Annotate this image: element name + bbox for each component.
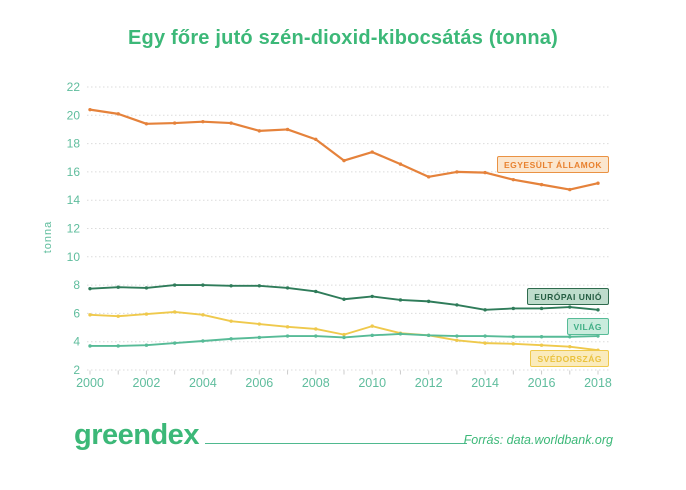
svg-text:2008: 2008 [302,376,330,390]
x-axis-ticks [89,370,599,375]
series-label-svedorszag: SVÉDORSZÁG [530,350,609,367]
svg-text:6: 6 [73,306,80,320]
series-1 [88,283,600,312]
series-label-egyesult-allamok: EGYESÜLT ÁLLAMOK [496,156,609,173]
page-title: Egy főre jutó szén-dioxid-kibocsátás (to… [128,27,558,49]
svg-text:2000: 2000 [76,376,104,390]
svg-text:18: 18 [67,137,81,151]
svg-text:2006: 2006 [245,376,273,390]
y-axis-title: tonna [42,221,54,254]
svg-text:2004: 2004 [189,376,217,390]
greendex-logo: greendex [74,419,199,451]
svg-text:14: 14 [67,193,81,207]
svg-text:22: 22 [67,80,81,94]
svg-text:10: 10 [67,250,81,264]
source-text: Forrás: data.worldbank.org [463,433,613,447]
gridlines [87,86,609,371]
series-2 [88,332,600,348]
x-axis-tick-labels: 2000 2002 2004 2006 2008 2010 2012 2014 2016 2018 [76,376,612,390]
svg-text:2018: 2018 [584,376,612,390]
svg-text:2012: 2012 [415,376,443,390]
svg-text:2010: 2010 [358,376,386,390]
footer-divider [205,443,467,444]
series-label-vilag: VILÁG [566,318,609,335]
svg-text:20: 20 [67,108,81,122]
svg-text:4: 4 [73,335,80,349]
svg-text:2: 2 [73,363,80,377]
svg-text:2016: 2016 [528,376,556,390]
svg-text:8: 8 [73,278,80,292]
svg-text:2014: 2014 [471,376,499,390]
svg-text:2002: 2002 [133,376,161,390]
svg-text:12: 12 [67,222,81,236]
svg-text:16: 16 [67,165,81,179]
series-label-europai-unio: EURÓPAI UNIÓ [527,288,609,305]
series-3 [88,310,600,352]
series-0 [88,107,600,192]
y-axis-tick-labels: 2 4 6 8 10 12 14 16 18 20 22 [67,80,81,377]
